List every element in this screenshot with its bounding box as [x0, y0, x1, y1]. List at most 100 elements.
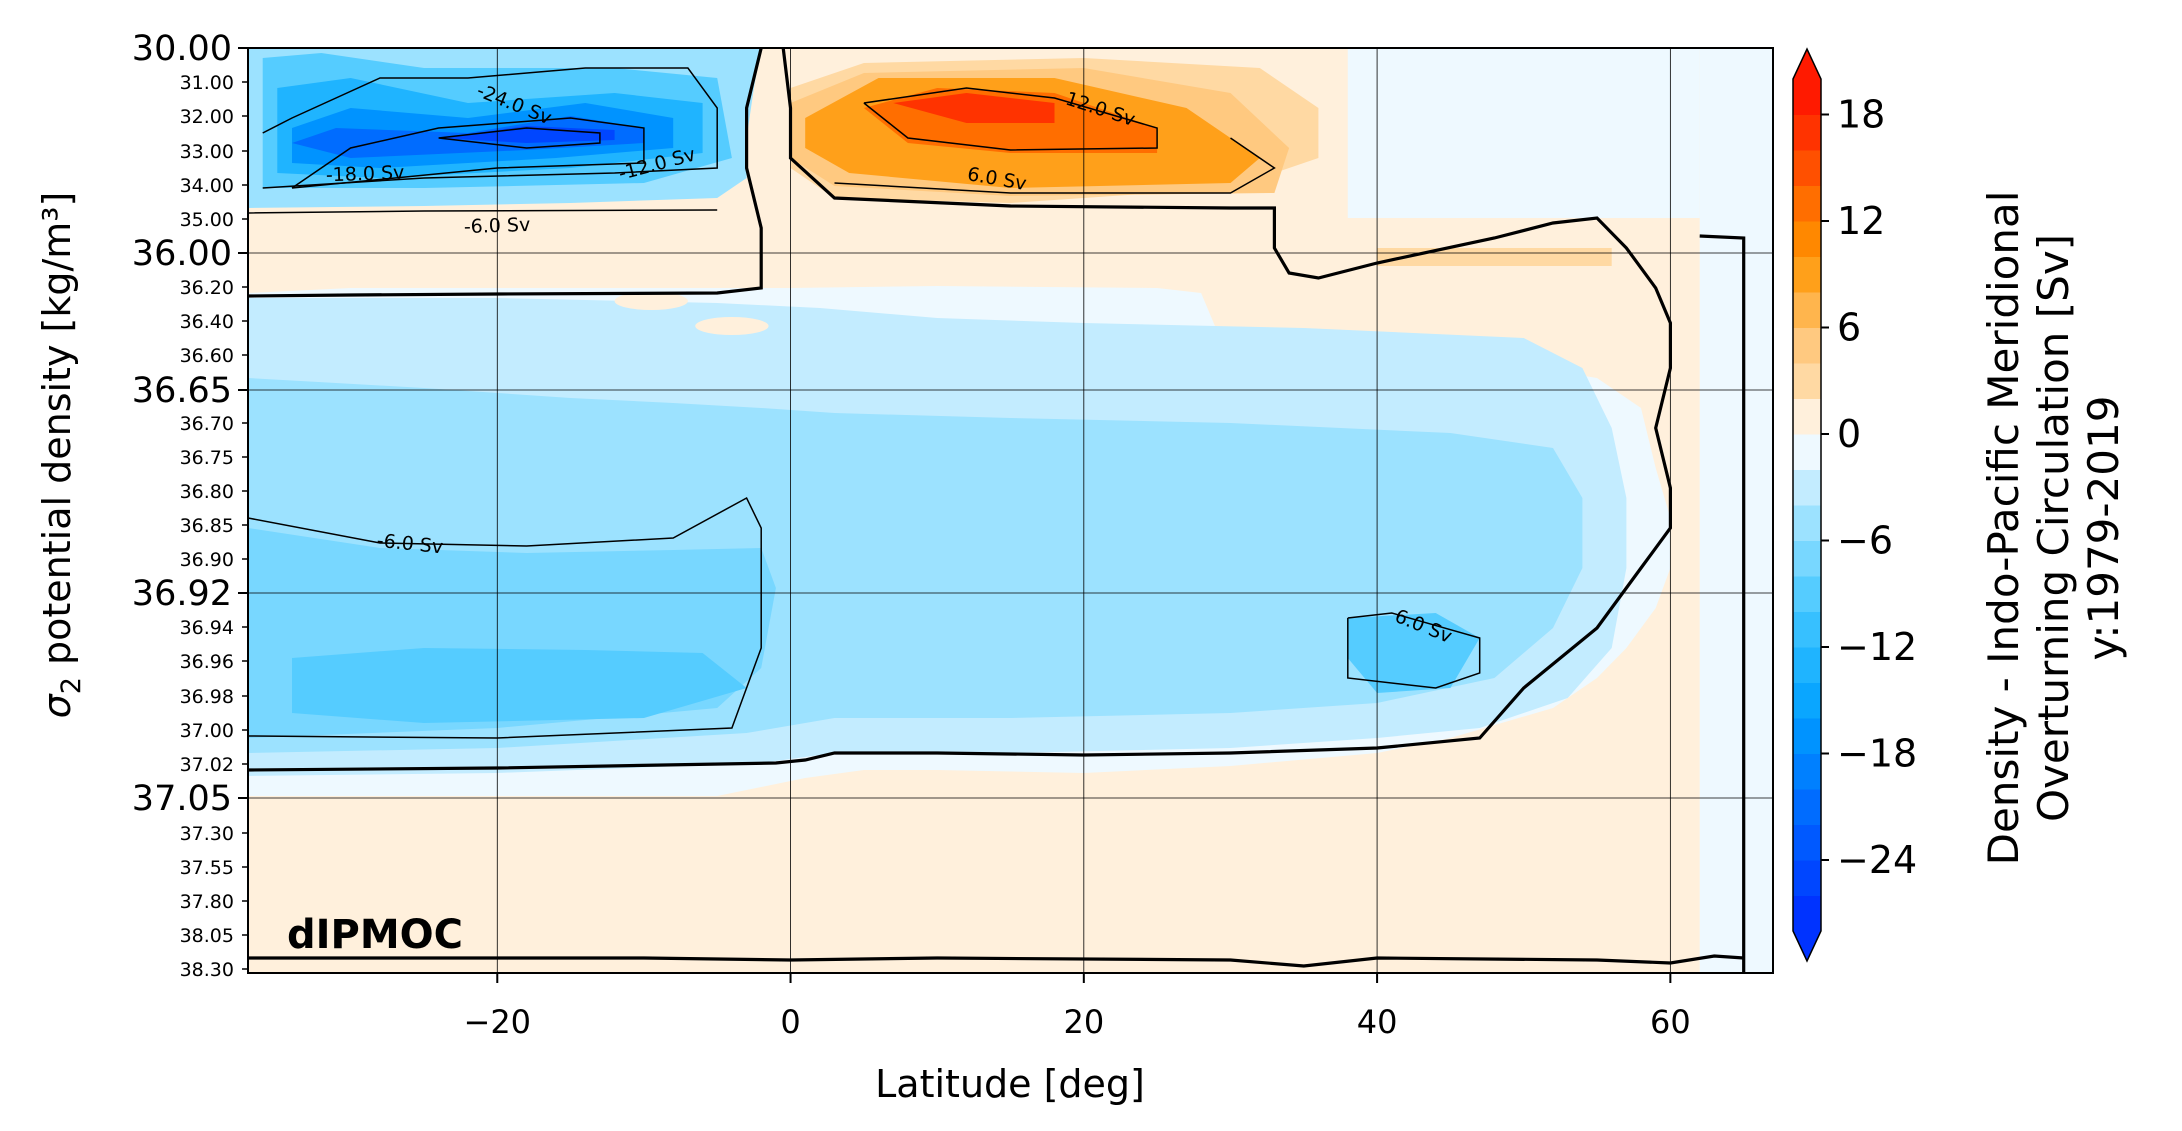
contour-line-7 — [1347, 612, 1481, 689]
fill-positive-blob-0 — [533, 249, 637, 279]
colorbar-segment — [1793, 895, 1821, 932]
fill-positive-blob-3 — [695, 317, 769, 335]
contour-zero-3 — [1699, 234, 1746, 973]
colorbar-tick-label: −18 — [1837, 732, 1917, 776]
colorbar-segment — [1793, 576, 1821, 612]
x-tick-label: 20 — [1063, 1003, 1104, 1041]
y-axis: 30.00 31.00 32.00 33.00 34.00 35.00 36.00 36.20… — [132, 29, 248, 981]
colorbar — [1792, 47, 1822, 963]
panel-label: dIPMOC — [287, 912, 463, 958]
y-axis-label-sigma: σ — [35, 692, 79, 718]
colorbar-ticks: 18 12 6 0 −6 −12 −18 −24 — [1821, 93, 1917, 882]
colorbar-segment — [1793, 718, 1821, 754]
y-minor-tick-label: 36.40 — [180, 311, 234, 333]
contour-lines — [248, 48, 1746, 973]
y-major-tick-label: 36.65 — [132, 371, 232, 411]
x-tick-label: 40 — [1357, 1003, 1398, 1041]
colorbar-segment — [1793, 292, 1821, 328]
y-minor-tick-label: 38.05 — [180, 925, 234, 947]
colorbar-tick-label: −12 — [1837, 625, 1917, 669]
colorbar-segment — [1793, 469, 1821, 506]
y-minor-tick-label: 33.00 — [180, 141, 234, 163]
contour-zero-2 — [248, 954, 1744, 968]
y-axis-label-subscript: 2 — [56, 677, 87, 694]
colorbar-segment — [1793, 363, 1821, 399]
y-minor-tick-label: 36.94 — [180, 617, 234, 639]
fill-high-latitude-band — [1699, 48, 1773, 973]
contour-line-3 — [248, 209, 718, 214]
y-minor-tick-label: 36.75 — [180, 447, 234, 469]
y-minor-tick-label: 38.30 — [180, 959, 234, 981]
y-minor-tick-label: 36.80 — [180, 481, 234, 503]
fill-north-upper-positive-streak — [1377, 248, 1612, 266]
y-minor-tick-label: 32.00 — [180, 106, 234, 128]
y-minor-tick-label: 36.98 — [180, 686, 234, 708]
colorbar-segment — [1793, 753, 1821, 790]
contour-zero-0 — [248, 48, 763, 298]
y-minor-tick-label: 37.00 — [180, 720, 234, 742]
colorbar-tick-label: 6 — [1837, 306, 1861, 350]
contour-line-0 — [262, 67, 718, 189]
colorbar-segment — [1793, 185, 1821, 222]
x-axis-label: Latitude [deg] — [875, 1062, 1145, 1106]
y-minor-tick-label: 34.00 — [180, 175, 234, 197]
fill-positive-blob-2 — [658, 273, 718, 287]
colorbar-segment — [1793, 221, 1821, 257]
colorbar-segment — [1793, 150, 1821, 186]
colorbar-tick-label: 0 — [1837, 412, 1861, 456]
y-minor-tick-label: 36.85 — [180, 515, 234, 537]
fill-north-upper-negative — [1347, 48, 1700, 218]
colorbar-outline — [1792, 47, 1822, 963]
colorbar-tick-label: 18 — [1837, 93, 1885, 137]
y-minor-tick-label: 36.90 — [180, 549, 234, 571]
y-minor-tick-label: 37.80 — [180, 891, 234, 913]
fill-north-upper-cell-4 — [893, 93, 1055, 123]
fill-level-minus6-north-core — [1347, 613, 1480, 693]
fill-positive-blob-1 — [614, 292, 688, 310]
colorbar-segment — [1793, 824, 1821, 861]
contour-label: -6.0 Sv — [463, 214, 530, 238]
x-tick-label: 0 — [780, 1003, 800, 1041]
colorbar-extend-max — [1793, 49, 1821, 79]
colorbar-segment — [1793, 505, 1821, 541]
colorbar-segment — [1793, 256, 1821, 293]
contour-line-4 — [863, 87, 1158, 151]
y-minor-tick-label: 36.20 — [180, 277, 234, 299]
colorbar-segment — [1793, 860, 1821, 896]
y-major-tick-label: 30.00 — [132, 29, 232, 69]
y-minor-tick-label: 36.60 — [180, 345, 234, 367]
colorbar-segment — [1793, 398, 1821, 435]
contour-zero-1 — [248, 48, 1673, 772]
contour-line-6 — [248, 496, 762, 739]
colorbar-segment — [1793, 789, 1821, 825]
colorbar-segment — [1793, 434, 1821, 470]
plot-frame — [247, 47, 1774, 974]
x-tick-label: −20 — [464, 1003, 532, 1041]
colorbar-extend-min — [1793, 931, 1821, 961]
y-minor-tick-label: 36.70 — [180, 413, 234, 435]
colorbar-segment — [1793, 682, 1821, 719]
contour-label: -18.0 Sv — [325, 162, 404, 187]
y-minor-tick-label: 35.00 — [180, 209, 234, 231]
colorbar-segment — [1793, 540, 1821, 577]
y-axis-label-rest: potential density [kg/m³] — [35, 192, 79, 677]
colorbar-segment — [1793, 79, 1821, 115]
x-axis: −20 0 20 40 60 — [464, 973, 1691, 1041]
fill-level-minus8-to-minus10 — [292, 648, 747, 723]
contour-line-2 — [438, 127, 601, 149]
colorbar-segment — [1793, 611, 1821, 648]
colorbar-segment — [1793, 114, 1821, 151]
y-minor-tick-label: 37.02 — [180, 754, 234, 776]
colorbar-tick-label: 12 — [1837, 199, 1885, 243]
colorbar-segment — [1793, 327, 1821, 364]
y-major-tick-label: 36.92 — [132, 574, 232, 614]
y-major-tick-label: 36.00 — [132, 234, 232, 274]
y-major-tick-label: 37.05 — [132, 779, 232, 819]
colorbar-label: Density - Indo-Pacific Meridional Overtu… — [1979, 191, 2128, 866]
y-minor-tick-label: 37.55 — [180, 857, 234, 879]
colorbar-label-line-1: Density - Indo-Pacific Meridional — [1979, 191, 2028, 866]
colorbar-label-line-2: Overturning Circulation [Sv] — [2029, 234, 2078, 822]
y-minor-tick-label: 37.30 — [180, 823, 234, 845]
colorbar-label-line-3: y:1979-2019 — [2079, 396, 2128, 661]
